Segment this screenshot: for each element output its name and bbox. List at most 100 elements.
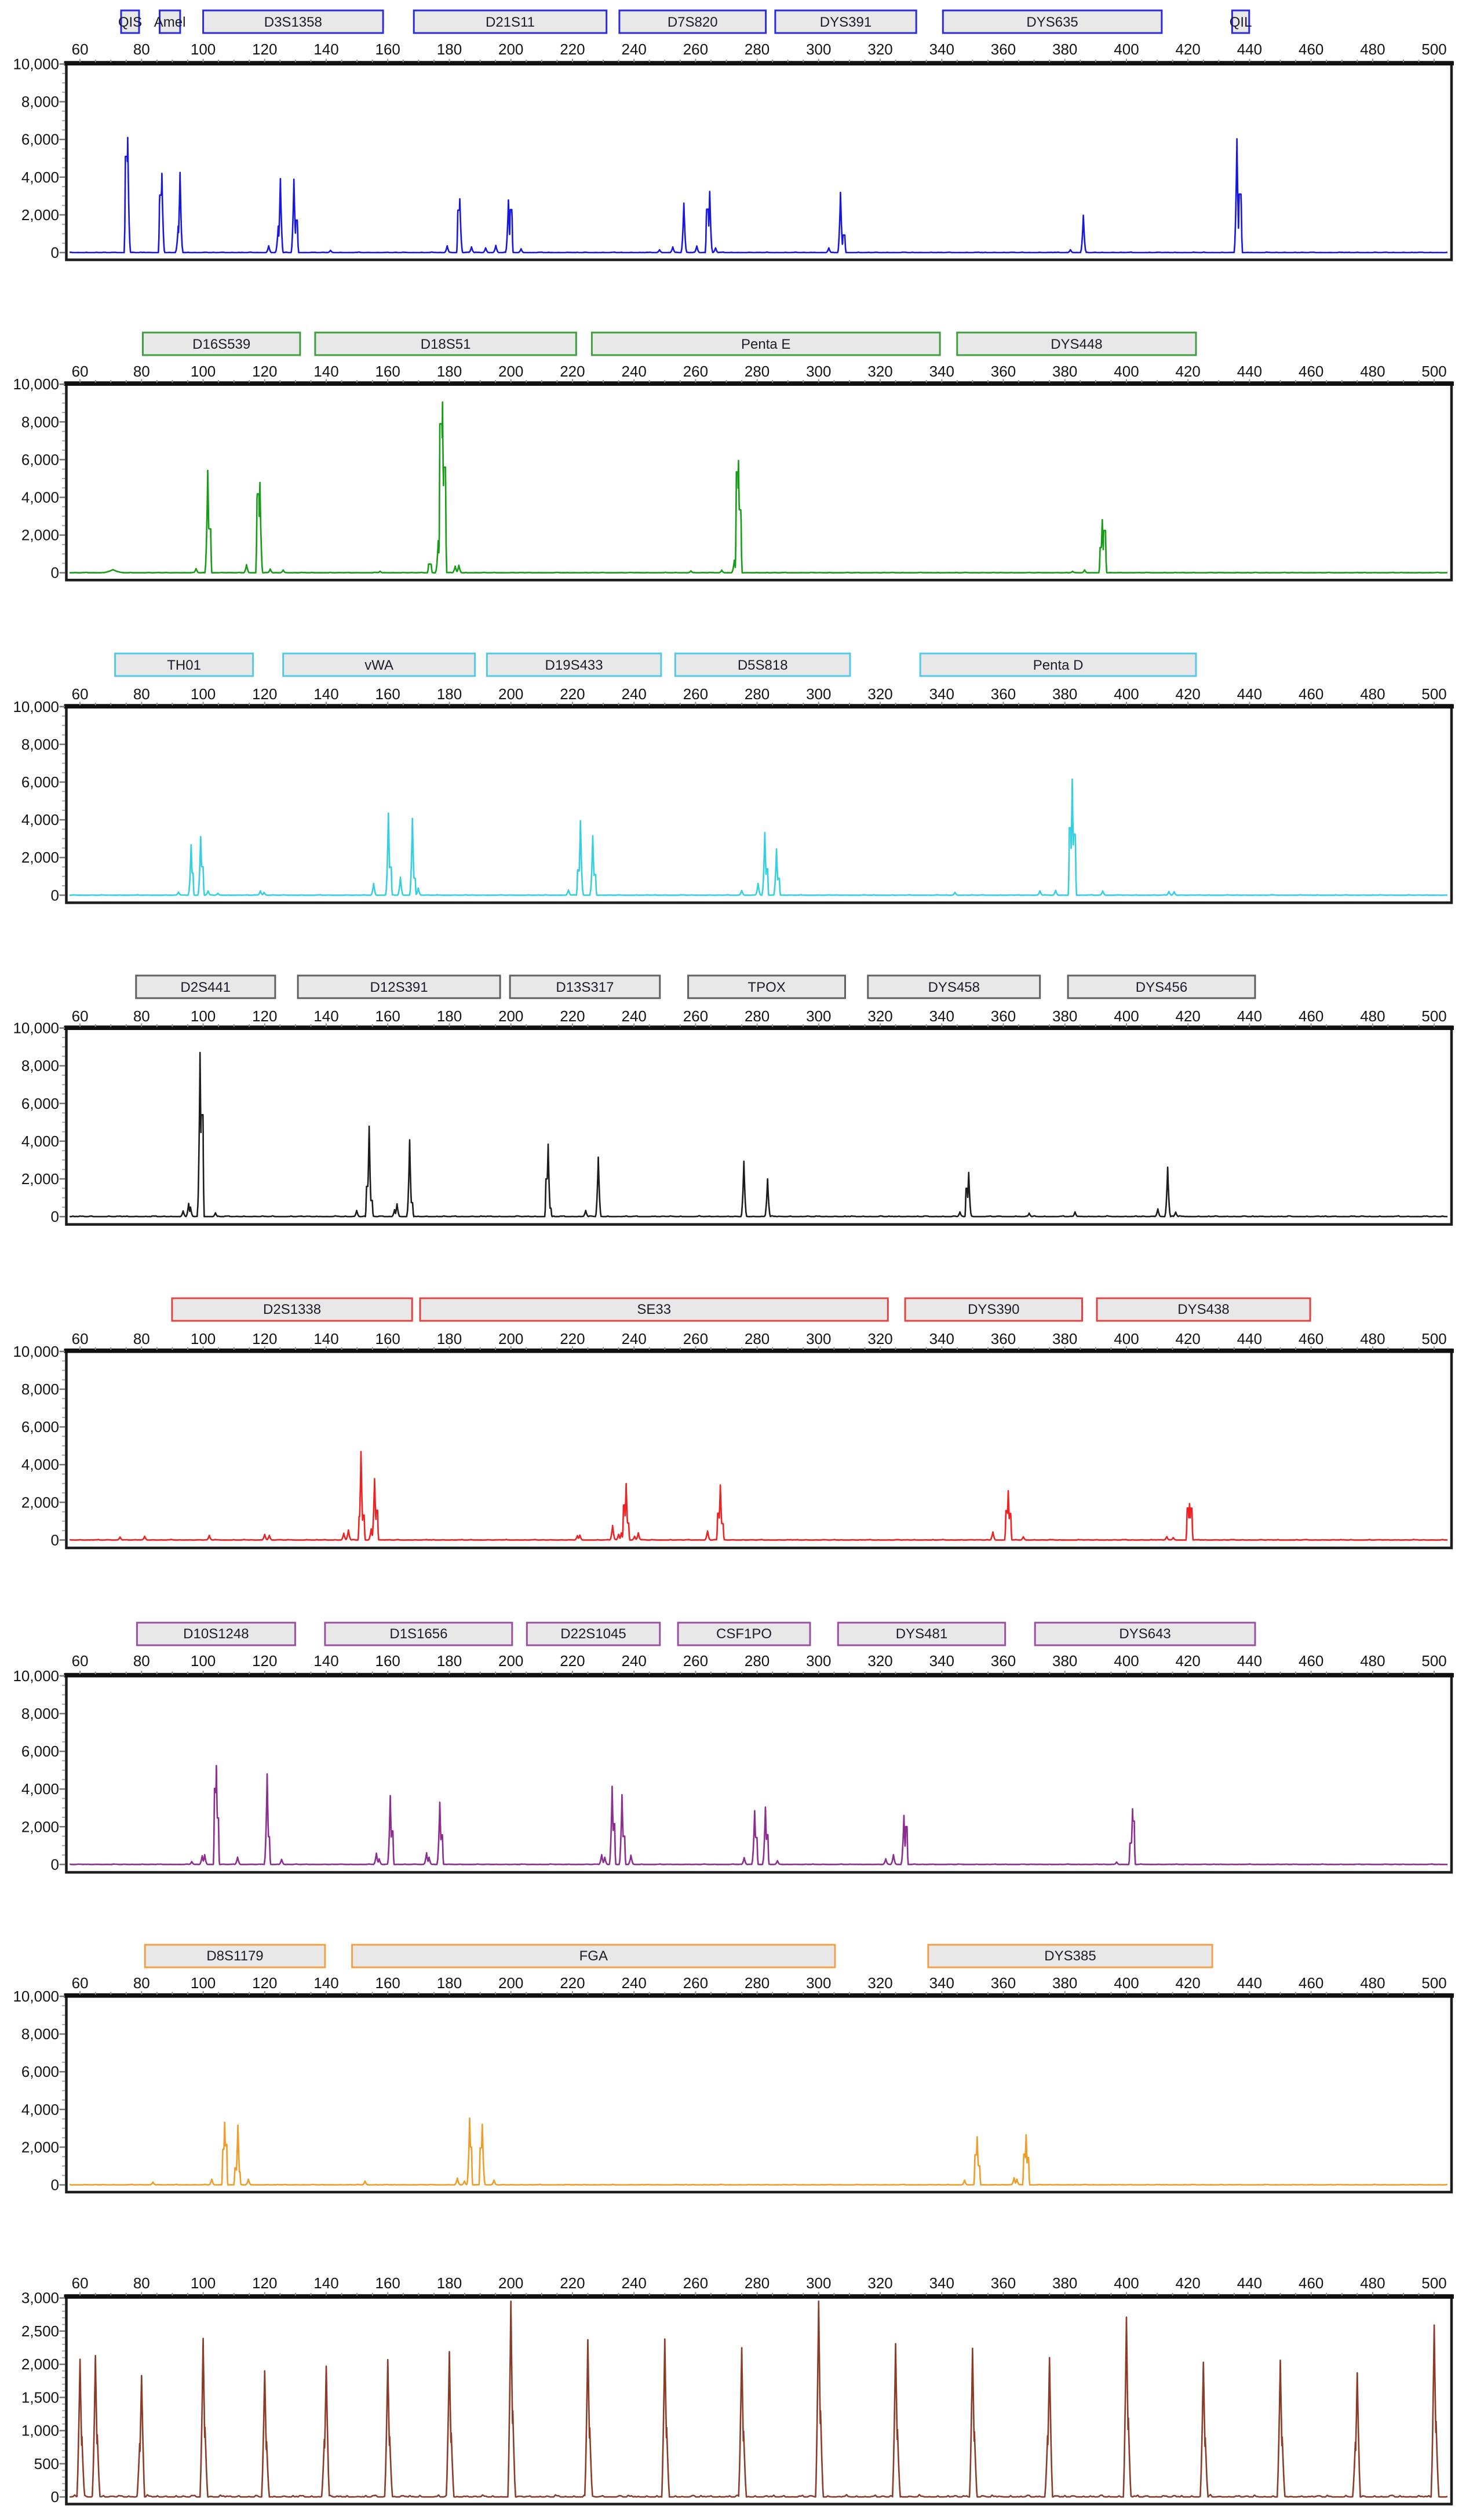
svg-text:D22S1045: D22S1045 <box>560 1626 626 1642</box>
svg-text:420: 420 <box>1176 1007 1201 1025</box>
svg-text:DYS391: DYS391 <box>820 14 871 30</box>
svg-text:460: 460 <box>1299 1974 1323 1992</box>
svg-text:300: 300 <box>806 41 831 58</box>
svg-text:DYS643: DYS643 <box>1119 1626 1170 1642</box>
svg-text:6,000: 6,000 <box>21 131 59 148</box>
svg-text:100: 100 <box>191 1330 216 1347</box>
svg-text:280: 280 <box>745 1007 770 1025</box>
svg-text:D12S391: D12S391 <box>370 980 428 995</box>
svg-text:100: 100 <box>191 1652 216 1670</box>
svg-text:1,000: 1,000 <box>21 2422 59 2439</box>
svg-text:4,000: 4,000 <box>21 1456 59 1473</box>
svg-text:120: 120 <box>252 363 277 380</box>
svg-text:300: 300 <box>806 1652 831 1670</box>
svg-text:Amel: Amel <box>154 14 186 30</box>
svg-text:10,000: 10,000 <box>13 375 59 393</box>
svg-text:60: 60 <box>72 41 89 58</box>
svg-text:340: 340 <box>929 1330 954 1347</box>
svg-text:QIL: QIL <box>1230 14 1252 30</box>
svg-text:140: 140 <box>313 41 338 58</box>
svg-text:460: 460 <box>1299 685 1323 703</box>
svg-text:160: 160 <box>375 1330 400 1347</box>
svg-text:240: 240 <box>622 1007 647 1025</box>
svg-text:6,000: 6,000 <box>21 773 59 791</box>
svg-text:8,000: 8,000 <box>21 1057 59 1075</box>
svg-text:FGA: FGA <box>579 1948 608 1964</box>
svg-text:100: 100 <box>191 1974 216 1992</box>
svg-text:500: 500 <box>1421 1652 1446 1670</box>
svg-text:140: 140 <box>313 1974 338 1992</box>
svg-text:DYS635: DYS635 <box>1026 14 1078 30</box>
svg-text:260: 260 <box>683 1330 708 1347</box>
svg-text:280: 280 <box>745 1330 770 1347</box>
svg-text:D3S1358: D3S1358 <box>264 14 322 30</box>
svg-text:0: 0 <box>51 244 59 261</box>
svg-text:180: 180 <box>437 685 462 703</box>
svg-text:380: 380 <box>1052 2274 1077 2292</box>
svg-text:2,000: 2,000 <box>21 1170 59 1188</box>
svg-text:D5S818: D5S818 <box>738 658 788 673</box>
svg-text:180: 180 <box>437 1974 462 1992</box>
svg-text:380: 380 <box>1052 1330 1077 1347</box>
svg-text:D16S539: D16S539 <box>192 337 250 352</box>
svg-text:140: 140 <box>313 2274 338 2292</box>
svg-text:200: 200 <box>498 363 523 380</box>
svg-text:440: 440 <box>1237 1330 1262 1347</box>
svg-text:500: 500 <box>1421 2274 1446 2292</box>
svg-text:CSF1PO: CSF1PO <box>716 1626 772 1642</box>
svg-text:220: 220 <box>560 363 585 380</box>
svg-text:380: 380 <box>1052 41 1077 58</box>
svg-text:280: 280 <box>745 2274 770 2292</box>
svg-text:260: 260 <box>683 41 708 58</box>
svg-text:D1S1656: D1S1656 <box>389 1626 447 1642</box>
svg-text:80: 80 <box>133 2274 150 2292</box>
svg-text:80: 80 <box>133 1007 150 1025</box>
svg-text:300: 300 <box>806 2274 831 2292</box>
svg-text:200: 200 <box>498 1330 523 1347</box>
svg-text:180: 180 <box>437 363 462 380</box>
svg-text:80: 80 <box>133 41 150 58</box>
svg-text:340: 340 <box>929 2274 954 2292</box>
svg-text:440: 440 <box>1237 1974 1262 1992</box>
svg-text:480: 480 <box>1360 1330 1385 1347</box>
svg-text:6,000: 6,000 <box>21 2063 59 2080</box>
svg-text:60: 60 <box>72 1007 89 1025</box>
svg-text:420: 420 <box>1176 363 1201 380</box>
svg-text:D21S11: D21S11 <box>486 14 535 30</box>
svg-text:DYS458: DYS458 <box>928 980 980 995</box>
svg-text:8,000: 8,000 <box>21 413 59 430</box>
svg-text:80: 80 <box>133 685 150 703</box>
svg-text:120: 120 <box>252 685 277 703</box>
svg-text:2,000: 2,000 <box>21 849 59 866</box>
svg-text:460: 460 <box>1299 1330 1323 1347</box>
svg-text:480: 480 <box>1360 685 1385 703</box>
svg-text:500: 500 <box>1421 1974 1446 1992</box>
svg-text:420: 420 <box>1176 685 1201 703</box>
svg-text:460: 460 <box>1299 2274 1323 2292</box>
svg-text:480: 480 <box>1360 1652 1385 1670</box>
svg-text:100: 100 <box>191 41 216 58</box>
svg-text:380: 380 <box>1052 1974 1077 1992</box>
svg-text:D7S820: D7S820 <box>668 14 718 30</box>
svg-text:160: 160 <box>375 1974 400 1992</box>
svg-text:80: 80 <box>133 1330 150 1347</box>
svg-text:180: 180 <box>437 41 462 58</box>
svg-text:10,000: 10,000 <box>13 1667 59 1685</box>
svg-text:420: 420 <box>1176 1974 1201 1992</box>
svg-text:TPOX: TPOX <box>747 980 785 995</box>
svg-text:4,000: 4,000 <box>21 811 59 828</box>
svg-text:360: 360 <box>991 1652 1016 1670</box>
svg-text:0: 0 <box>51 886 59 904</box>
svg-text:180: 180 <box>437 1007 462 1025</box>
svg-text:60: 60 <box>72 1330 89 1347</box>
svg-text:440: 440 <box>1237 685 1262 703</box>
svg-text:440: 440 <box>1237 41 1262 58</box>
svg-text:0: 0 <box>51 1856 59 1873</box>
svg-text:Penta D: Penta D <box>1033 658 1084 673</box>
svg-text:80: 80 <box>133 1652 150 1670</box>
svg-text:320: 320 <box>867 2274 892 2292</box>
svg-text:200: 200 <box>498 1007 523 1025</box>
svg-text:360: 360 <box>991 1974 1016 1992</box>
svg-text:240: 240 <box>622 1330 647 1347</box>
svg-text:10,000: 10,000 <box>13 56 59 73</box>
